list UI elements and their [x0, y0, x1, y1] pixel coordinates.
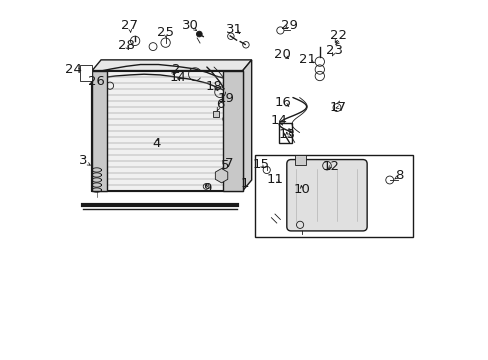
Text: 9: 9: [202, 183, 211, 195]
Bar: [212, 111, 219, 117]
Text: 1: 1: [240, 177, 248, 190]
Circle shape: [218, 172, 224, 179]
Text: 11: 11: [266, 173, 283, 186]
Text: 14: 14: [169, 71, 186, 84]
Text: 14: 14: [270, 114, 287, 127]
Polygon shape: [92, 60, 251, 71]
Text: 12: 12: [322, 160, 338, 173]
Text: 20: 20: [273, 48, 290, 61]
Text: 13: 13: [278, 127, 295, 141]
Text: 10: 10: [293, 183, 310, 196]
Text: 29: 29: [280, 19, 297, 32]
Polygon shape: [223, 71, 242, 191]
Text: 19: 19: [217, 92, 234, 105]
Text: 3: 3: [79, 154, 87, 167]
Text: 26: 26: [88, 75, 105, 88]
Text: 27: 27: [121, 19, 138, 32]
Text: 16: 16: [274, 96, 291, 109]
Text: 23: 23: [325, 44, 343, 57]
Bar: [255, 155, 412, 237]
Text: 18: 18: [205, 80, 222, 93]
Polygon shape: [215, 168, 227, 183]
Circle shape: [196, 31, 202, 37]
Text: 17: 17: [328, 101, 346, 114]
Bar: [294, 155, 305, 165]
FancyBboxPatch shape: [286, 159, 366, 231]
Text: 24: 24: [64, 63, 81, 76]
Text: 6: 6: [216, 98, 224, 111]
Text: 8: 8: [394, 169, 403, 182]
Bar: [278, 123, 292, 143]
Text: 2: 2: [172, 63, 180, 76]
Text: 7: 7: [225, 157, 233, 170]
Text: 15: 15: [252, 158, 268, 171]
Polygon shape: [92, 71, 242, 191]
Text: 28: 28: [118, 39, 134, 52]
Polygon shape: [92, 71, 107, 191]
Text: 5: 5: [220, 159, 228, 172]
Text: 4: 4: [152, 136, 161, 149]
Bar: [80, 64, 92, 81]
Polygon shape: [242, 60, 251, 191]
Text: 25: 25: [157, 26, 174, 39]
Text: 21: 21: [299, 53, 316, 66]
Text: 30: 30: [181, 19, 198, 32]
Text: 22: 22: [329, 29, 346, 42]
Text: 31: 31: [225, 23, 243, 36]
